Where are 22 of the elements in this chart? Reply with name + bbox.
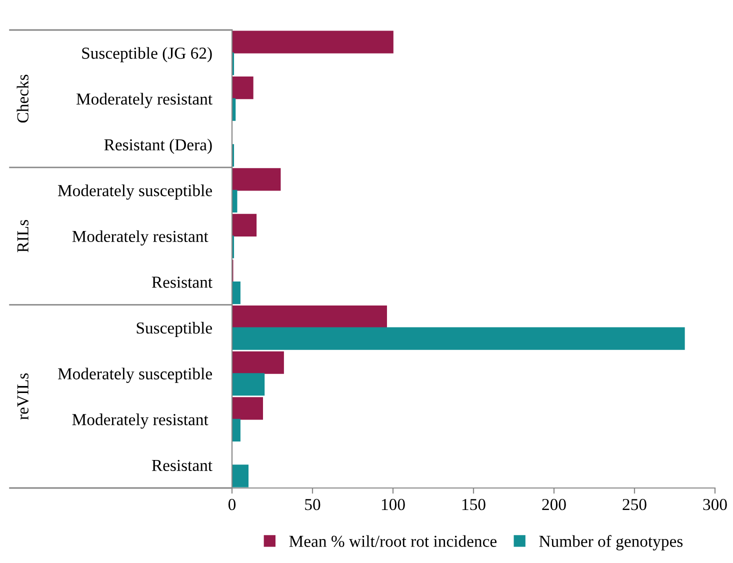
y-tick-label: Moderately resistant	[76, 92, 212, 108]
y-tick-label: Resistant	[152, 276, 212, 288]
y-tick-label: Moderately susceptible	[58, 368, 212, 383]
y-tick-label: Moderately resistant	[72, 414, 208, 429]
legend-label: Number of genotypes	[539, 535, 683, 550]
y-tick-label: Moderately resistant	[72, 230, 208, 246]
text: RILs	[17, 220, 28, 252]
x-tick-label: 250	[622, 498, 646, 510]
x-tick-label: 150	[462, 498, 486, 510]
x-tick-label: 50	[305, 498, 320, 510]
x-tick-label: 100	[382, 498, 405, 510]
y-tick-label: Resistant	[152, 460, 212, 472]
legend-label: Mean % wilt/root rot incidence	[289, 535, 497, 548]
y-tick-label: Susceptible (JG 62)	[82, 47, 212, 62]
x-tick-label: 0	[228, 498, 236, 510]
x-tick-label: 200	[542, 498, 566, 510]
y-tick-label: Susceptible	[136, 322, 212, 338]
text: Checks	[16, 74, 28, 123]
y-tick-label: Moderately susceptible	[58, 184, 212, 200]
y-tick-label: Resistant (Dera)	[104, 138, 212, 154]
x-tick-label: 300	[703, 498, 727, 510]
text: reVILs	[17, 373, 29, 420]
